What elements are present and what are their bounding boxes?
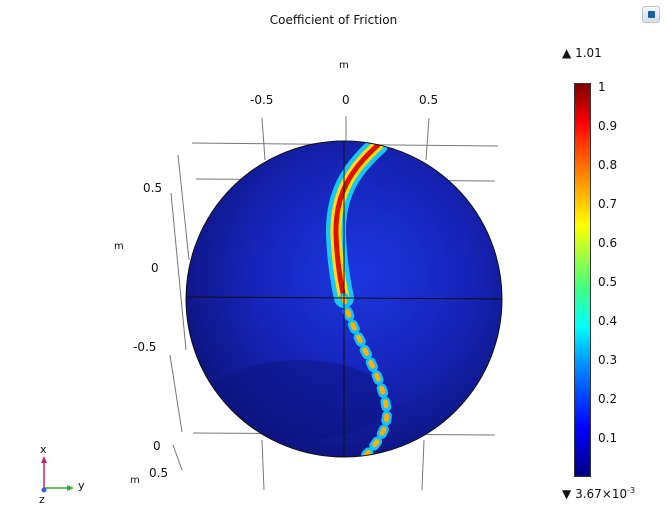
left-tick-1: 0.5 — [143, 181, 163, 195]
triad-x-label: x — [40, 443, 47, 456]
colorbar-tick: 0.5 — [598, 275, 618, 289]
colorbar-tick: 0.6 — [598, 236, 618, 250]
left-tick-3: -0.5 — [133, 340, 157, 354]
bottom-tick-1: 0 — [153, 439, 161, 453]
max-triangle-icon: ▲ — [562, 46, 572, 60]
top-axis-unit: m — [339, 60, 349, 71]
plot-title: Coefficient of Friction — [269, 13, 398, 27]
bottom-axis-unit: m — [130, 475, 140, 486]
top-tick-2: 0 — [342, 93, 350, 107]
top-tick-3: 0.5 — [419, 93, 439, 107]
colorbar-tick: 0.1 — [598, 431, 618, 445]
left-axis-unit: m — [114, 241, 124, 252]
colorbar-tick: 0.2 — [598, 392, 618, 406]
colorbar-tick: 0.4 — [598, 314, 618, 328]
colorbar-max: ▲ 1.01 — [562, 46, 602, 60]
colorbar-tick: 1 — [598, 80, 606, 94]
top-tick-1: -0.5 — [250, 93, 274, 107]
triad-y-label: y — [78, 479, 85, 492]
colorbar-tick: 0.9 — [598, 119, 618, 133]
colorbar — [574, 83, 591, 477]
colorbar-tick: 0.8 — [598, 158, 618, 172]
view-cube-icon[interactable] — [642, 6, 660, 23]
triad-z-label: z — [39, 493, 45, 506]
colorbar-tick: 0.3 — [598, 353, 618, 367]
axes-triad — [41, 456, 74, 493]
colorbar-min: ▼ 3.67×10-3 — [562, 486, 636, 501]
left-tick-2: 0 — [151, 261, 159, 275]
bottom-tick-2: 0.5 — [149, 466, 169, 480]
sphere-surface — [185, 140, 503, 458]
min-triangle-icon: ▼ — [562, 487, 572, 501]
colorbar-tick: 0.7 — [598, 197, 618, 211]
